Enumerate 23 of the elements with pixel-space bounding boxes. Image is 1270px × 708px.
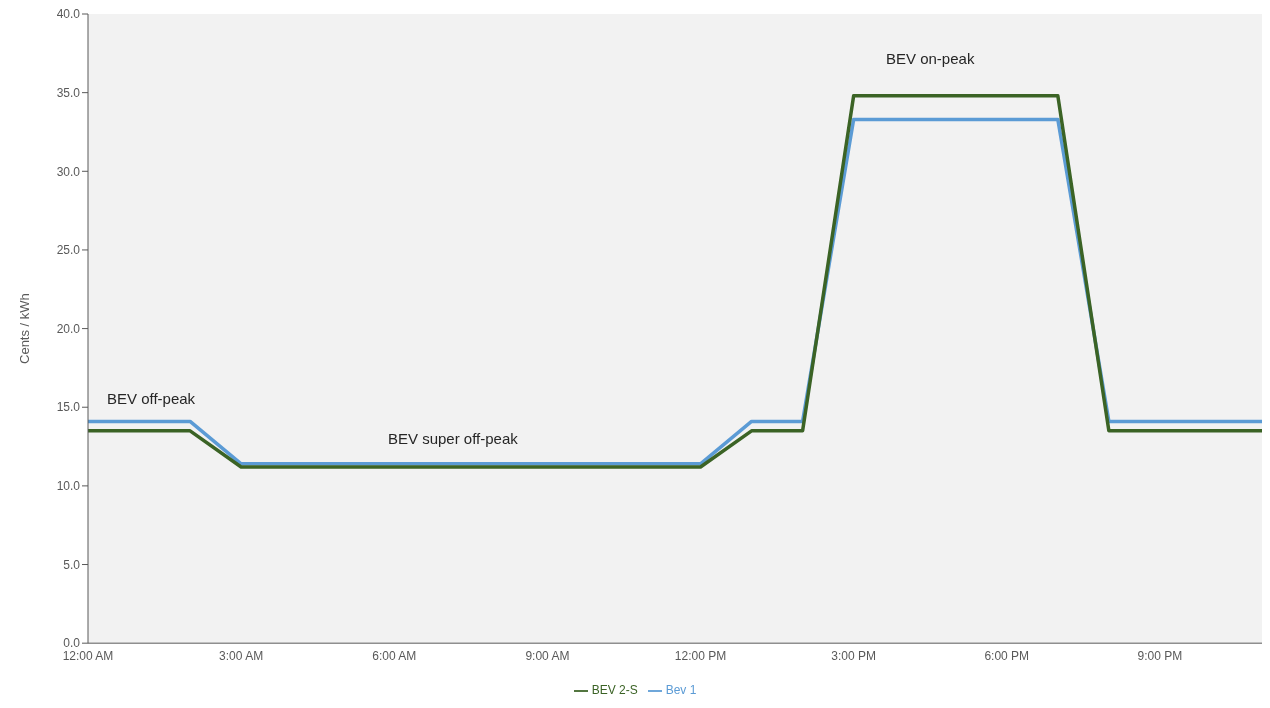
x-tick-label: 3:00 PM [831,648,876,663]
y-tick-label: 15.0 [56,400,81,415]
y-tick-label: 5.0 [63,557,81,572]
y-axis-title: Cents / kWh [16,293,32,364]
annotation: BEV off-peak [107,390,196,407]
x-tick-label: 6:00 AM [372,648,417,663]
x-tick-label: 6:00 PM [984,648,1030,663]
y-tick-label: 20.0 [56,321,81,336]
y-tick-label: 35.0 [56,85,81,100]
y-tick-label: 30.0 [56,164,81,179]
y-tick-label: 0.0 [63,636,81,651]
x-tick-label: 12:00 AM [62,648,114,663]
annotation: BEV super off-peak [388,430,518,447]
x-tick-label: 9:00 AM [525,648,570,663]
x-tick-label: 12:00 PM [674,648,727,663]
y-tick-label: 40.0 [56,7,81,22]
x-tick-label: 9:00 PM [1137,648,1183,663]
y-tick-label: 25.0 [56,243,81,258]
y-tick-label: 10.0 [56,479,81,494]
legend-label: BEV 2-S [591,683,638,698]
x-tick-label: 3:00 AM [219,648,264,663]
legend-label: Bev 1 [665,683,697,698]
annotation: BEV on-peak [886,50,975,67]
